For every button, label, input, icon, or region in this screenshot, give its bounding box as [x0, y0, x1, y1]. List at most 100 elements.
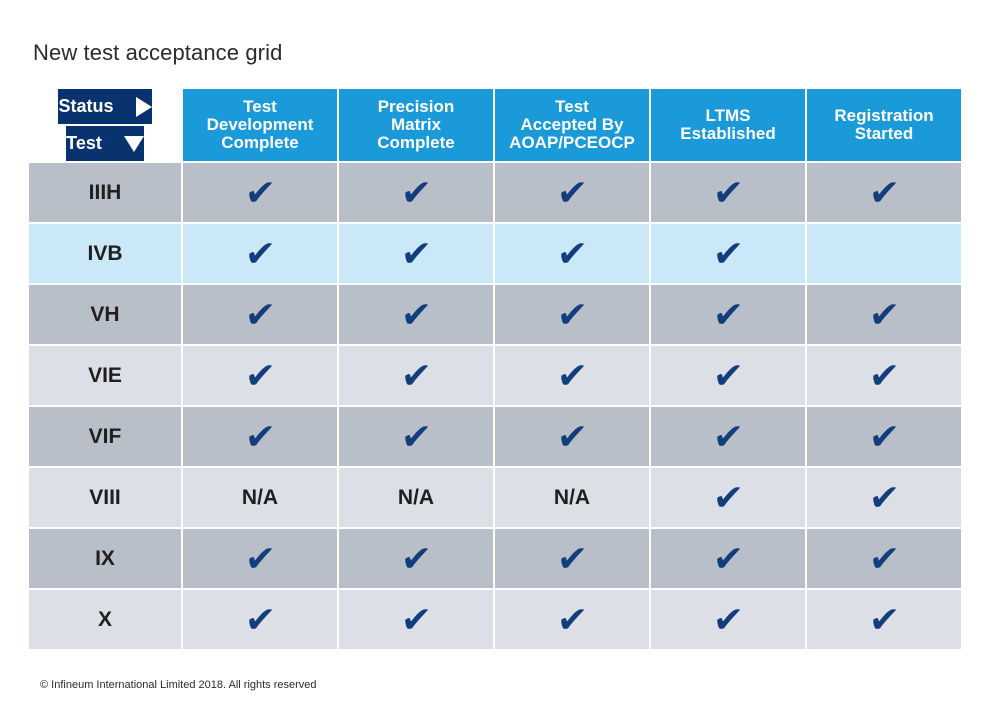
checkmark-icon: ✔: [555, 172, 589, 214]
checkmark-icon: ✔: [867, 294, 901, 336]
grid-cell: ✔: [807, 285, 963, 346]
column-header-precision-matrix: Precision Matrix Complete: [339, 89, 495, 163]
grid-cell: ✔: [807, 468, 963, 529]
copyright-footer: © Infineum International Limited 2018. A…: [40, 679, 317, 691]
grid-cell: ✔: [183, 590, 339, 651]
checkmark-icon: ✔: [867, 172, 901, 214]
column-header-registration: Registration Started: [807, 89, 963, 163]
checkmark-icon: ✔: [711, 416, 745, 458]
page-title: New test acceptance grid: [33, 40, 283, 65]
test-header: Test: [66, 126, 144, 161]
checkmark-icon: ✔: [555, 599, 589, 641]
grid-cell: ✔: [339, 224, 495, 285]
grid-cell: ✔: [495, 407, 651, 468]
grid-cell: ✔: [807, 346, 963, 407]
triangle-right-icon: [135, 96, 152, 117]
cell-value: N/A: [241, 485, 279, 509]
row-label-x: X: [29, 590, 183, 651]
grid-cell: ✔: [651, 163, 807, 224]
checkmark-icon: ✔: [555, 416, 589, 458]
checkmark-icon: ✔: [399, 172, 433, 214]
grid-cell: ✔: [651, 590, 807, 651]
acceptance-grid: Status Test Test Development Complete Pr…: [29, 89, 963, 653]
grid-cell: ✔: [495, 590, 651, 651]
checkmark-icon: ✔: [555, 538, 589, 580]
checkmark-icon: ✔: [711, 599, 745, 641]
checkmark-icon: ✔: [399, 416, 433, 458]
checkmark-icon: ✔: [243, 416, 277, 458]
checkmark-icon: ✔: [555, 233, 589, 275]
grid-cell: N/A: [339, 468, 495, 529]
checkmark-icon: ✔: [243, 355, 277, 397]
grid-cell: ✔: [183, 346, 339, 407]
checkmark-icon: ✔: [867, 355, 901, 397]
grid-cell: ✔: [183, 407, 339, 468]
checkmark-icon: ✔: [399, 599, 433, 641]
grid-cell: ✔: [495, 346, 651, 407]
checkmark-icon: ✔: [867, 416, 901, 458]
grid-cell: N/A: [183, 468, 339, 529]
checkmark-icon: ✔: [555, 355, 589, 397]
row-label-vie: VIE: [29, 346, 183, 407]
grid-cell: ✔: [807, 590, 963, 651]
row-label-iiih: IIIH: [29, 163, 183, 224]
grid-cell: ✔: [339, 590, 495, 651]
grid-cell: ✔: [495, 285, 651, 346]
grid-cell: ✔: [651, 407, 807, 468]
grid-cell: ✔: [339, 346, 495, 407]
column-header-test-development: Test Development Complete: [183, 89, 339, 163]
checkmark-icon: ✔: [243, 233, 277, 275]
grid-cell: ✔: [339, 163, 495, 224]
triangle-down-icon: [123, 135, 144, 152]
checkmark-icon: ✔: [711, 355, 745, 397]
grid-cell: ✔: [183, 224, 339, 285]
grid-cell: ✔: [651, 224, 807, 285]
checkmark-icon: ✔: [711, 233, 745, 275]
row-label-vh: VH: [29, 285, 183, 346]
checkmark-icon: ✔: [555, 294, 589, 336]
column-header-test-accepted: Test Accepted By AOAP/PCEOCP: [495, 89, 651, 163]
grid-cell: ✔: [495, 224, 651, 285]
grid-cell: ✔: [339, 407, 495, 468]
checkmark-icon: ✔: [867, 538, 901, 580]
checkmark-icon: ✔: [867, 477, 901, 519]
row-label-ivb: IVB: [29, 224, 183, 285]
grid-cell: ✔: [495, 529, 651, 590]
checkmark-icon: ✔: [243, 538, 277, 580]
checkmark-icon: ✔: [711, 172, 745, 214]
checkmark-icon: ✔: [243, 599, 277, 641]
checkmark-icon: ✔: [867, 599, 901, 641]
checkmark-icon: ✔: [399, 233, 433, 275]
column-header-ltms: LTMS Established: [651, 89, 807, 163]
grid-cell: ✔: [651, 468, 807, 529]
cell-value: N/A: [553, 485, 591, 509]
grid-cell: ✔: [651, 285, 807, 346]
checkmark-icon: ✔: [243, 294, 277, 336]
grid-cell: ✔: [339, 285, 495, 346]
grid-cell: [807, 224, 963, 285]
checkmark-icon: ✔: [711, 294, 745, 336]
checkmark-icon: ✔: [711, 538, 745, 580]
checkmark-icon: ✔: [243, 172, 277, 214]
checkmark-icon: ✔: [399, 355, 433, 397]
checkmark-icon: ✔: [711, 477, 745, 519]
grid-cell: ✔: [183, 529, 339, 590]
checkmark-icon: ✔: [399, 294, 433, 336]
grid-cell: ✔: [183, 285, 339, 346]
row-label-ix: IX: [29, 529, 183, 590]
test-label: Test: [66, 133, 102, 153]
status-header: Status: [58, 89, 152, 126]
status-label: Status: [58, 96, 114, 116]
row-label-vif: VIF: [29, 407, 183, 468]
corner-header: Status Test: [29, 89, 183, 163]
grid-cell: ✔: [807, 163, 963, 224]
grid-cell: ✔: [651, 346, 807, 407]
cell-value: N/A: [397, 485, 435, 509]
grid-cell: ✔: [339, 529, 495, 590]
grid-cell: ✔: [807, 407, 963, 468]
checkmark-icon: ✔: [399, 538, 433, 580]
row-label-viii: VIII: [29, 468, 183, 529]
grid-cell: ✔: [183, 163, 339, 224]
grid-cell: N/A: [495, 468, 651, 529]
grid-cell: ✔: [495, 163, 651, 224]
